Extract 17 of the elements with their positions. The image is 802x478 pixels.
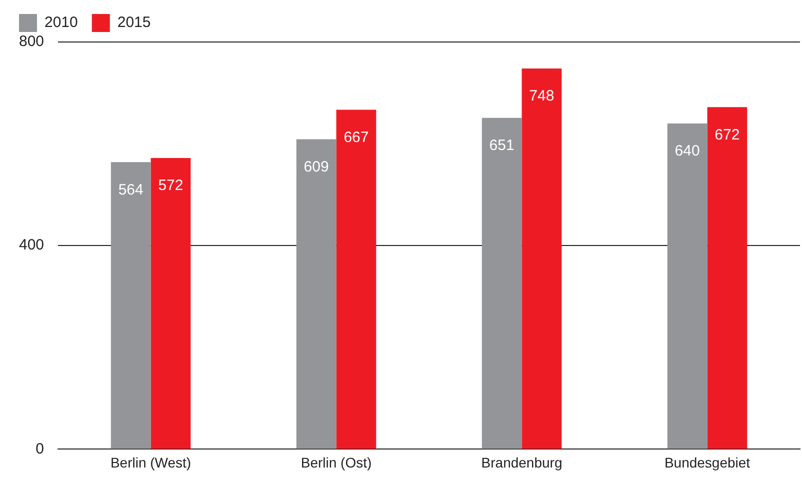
data-label: 651 (489, 136, 514, 154)
x-tick-label: Berlin (Ost) (300, 454, 372, 470)
legend-label: 2010 (44, 14, 78, 32)
y-tick-label: 800 (18, 33, 44, 50)
data-label: 640 (674, 142, 700, 160)
legend-label: 2015 (117, 14, 151, 32)
y-tick-label: 0 (36, 440, 44, 458)
x-tick-label: Bundesgebiet (664, 454, 750, 470)
data-label: 672 (714, 126, 740, 144)
data-label: 609 (304, 158, 329, 176)
data-label: 564 (118, 181, 144, 198)
data-label: 572 (158, 177, 184, 194)
y-tick-label: 400 (18, 236, 44, 254)
x-tick-label: Brandenburg (481, 454, 562, 470)
x-tick-label: Berlin (West) (110, 454, 192, 470)
data-label: 667 (344, 128, 369, 146)
data-label: 748 (529, 88, 554, 105)
